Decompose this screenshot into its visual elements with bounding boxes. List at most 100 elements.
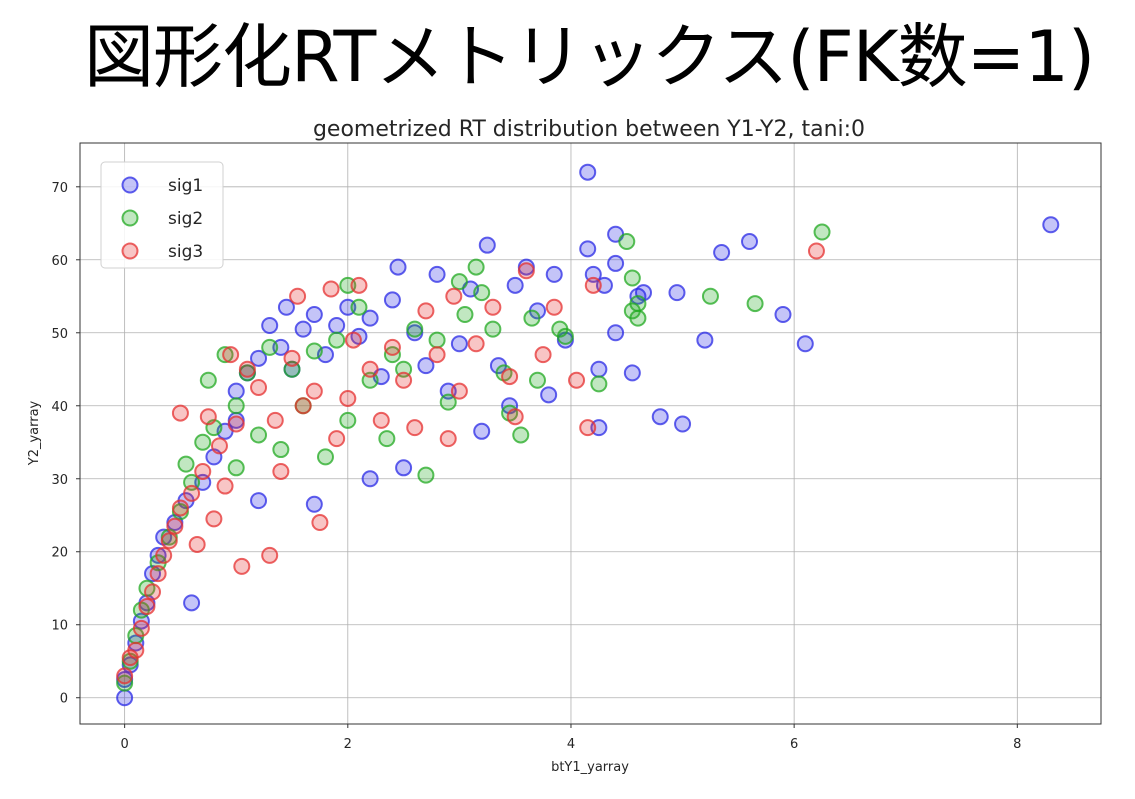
sig2-point bbox=[556, 327, 574, 345]
axis-ticks: 0 2 4 6 8 0 10 20 30 40 50 60 70 bbox=[51, 181, 1021, 752]
sig1-point bbox=[328, 316, 346, 334]
sig3-point bbox=[171, 404, 189, 422]
sig3-point bbox=[445, 287, 463, 305]
sig1-point bbox=[183, 594, 201, 612]
sig3-point bbox=[205, 510, 223, 528]
sig1-point bbox=[674, 415, 692, 433]
sig1-point bbox=[607, 254, 625, 272]
sig1-point bbox=[277, 298, 295, 316]
legend-marker-sig2 bbox=[121, 209, 139, 227]
sig1-point bbox=[389, 258, 407, 276]
sig3-point bbox=[149, 565, 167, 583]
sig3-point bbox=[417, 302, 435, 320]
sig2-point bbox=[618, 233, 636, 251]
series-sig1 bbox=[116, 163, 1060, 707]
sig3-point bbox=[266, 411, 284, 429]
sig3-point bbox=[238, 360, 256, 378]
legend-label-sig1: sig1 bbox=[168, 176, 203, 196]
y-tick-label: 60 bbox=[51, 254, 68, 269]
sig3-point bbox=[199, 408, 217, 426]
sig3-point bbox=[467, 335, 485, 353]
sig3-point bbox=[261, 546, 279, 564]
sig2-point bbox=[378, 430, 396, 448]
sig3-point bbox=[183, 484, 201, 502]
sig2-point bbox=[339, 411, 357, 429]
sig1-point bbox=[116, 689, 134, 707]
x-axis-label: btY1_yarray bbox=[551, 760, 629, 775]
sig3-point bbox=[222, 346, 240, 364]
sig1-point bbox=[696, 331, 714, 349]
sig1-point bbox=[473, 422, 491, 440]
legend-marker-sig3 bbox=[121, 242, 139, 260]
sig2-point bbox=[261, 338, 279, 356]
sig1-point bbox=[395, 459, 413, 477]
y-tick-label: 30 bbox=[51, 473, 68, 488]
sig1-point bbox=[450, 335, 468, 353]
sig3-point bbox=[517, 262, 535, 280]
sig1-point bbox=[651, 408, 669, 426]
sig2-point bbox=[305, 342, 323, 360]
sig3-point bbox=[305, 382, 323, 400]
sig3-point bbox=[501, 368, 519, 386]
x-tick-label: 8 bbox=[1013, 737, 1021, 752]
sig1-point bbox=[607, 324, 625, 342]
sig3-point bbox=[579, 419, 597, 437]
sig1-point bbox=[305, 306, 323, 324]
sig1-point bbox=[579, 240, 597, 258]
sig1-point bbox=[741, 233, 759, 251]
sig3-point bbox=[406, 419, 424, 437]
sig3-point bbox=[395, 371, 413, 389]
sig1-point bbox=[713, 243, 731, 261]
sig3-point bbox=[328, 430, 346, 448]
scatter-points bbox=[116, 163, 1060, 707]
legend-label-sig2: sig2 bbox=[168, 209, 203, 229]
sig3-point bbox=[166, 517, 184, 535]
sig3-point bbox=[344, 331, 362, 349]
sig1-point bbox=[294, 320, 312, 338]
sig2-point bbox=[227, 397, 245, 415]
sig2-point bbox=[623, 269, 641, 287]
sig3-point bbox=[132, 619, 150, 637]
sig1-point bbox=[506, 276, 524, 294]
sig2-point bbox=[512, 426, 530, 444]
sig3-point bbox=[450, 382, 468, 400]
sig1-point bbox=[545, 265, 563, 283]
sig2-point bbox=[417, 466, 435, 484]
chart-legend: sig1 sig2 sig3 bbox=[100, 161, 224, 269]
sig3-point bbox=[484, 298, 502, 316]
sig1-point bbox=[261, 316, 279, 334]
sig3-point bbox=[216, 477, 234, 495]
legend-label-sig3: sig3 bbox=[168, 242, 203, 262]
sig2-point bbox=[439, 393, 457, 411]
sig3-point bbox=[372, 411, 390, 429]
x-tick-label: 0 bbox=[120, 737, 128, 752]
sig2-point bbox=[428, 331, 446, 349]
sig3-point bbox=[171, 499, 189, 517]
sig2-point bbox=[194, 433, 212, 451]
y-tick-label: 10 bbox=[51, 619, 68, 634]
sig3-point bbox=[127, 641, 145, 659]
y-tick-label: 70 bbox=[51, 181, 68, 196]
sig1-point bbox=[478, 236, 496, 254]
sig3-point bbox=[155, 546, 173, 564]
sig2-point bbox=[467, 258, 485, 276]
sig2-point bbox=[216, 346, 234, 364]
sig3-point bbox=[233, 557, 251, 575]
grid-lines bbox=[80, 143, 1101, 724]
sig2-point bbox=[746, 295, 764, 313]
sig3-point bbox=[311, 514, 329, 532]
sig2-point bbox=[629, 295, 647, 313]
sig1-point bbox=[250, 492, 268, 510]
y-tick-label: 0 bbox=[60, 692, 68, 707]
sig2-point bbox=[350, 298, 368, 316]
slide-title: 図形化RTメトリックス(FK数=1) bbox=[84, 16, 1095, 98]
sig3-point bbox=[289, 287, 307, 305]
sig2-point bbox=[456, 306, 474, 324]
sig2-point bbox=[250, 426, 268, 444]
sig3-point bbox=[350, 276, 368, 294]
sig1-point bbox=[428, 265, 446, 283]
sig3-point bbox=[339, 389, 357, 407]
sig3-point bbox=[194, 462, 212, 480]
y-tick-label: 20 bbox=[51, 546, 68, 561]
